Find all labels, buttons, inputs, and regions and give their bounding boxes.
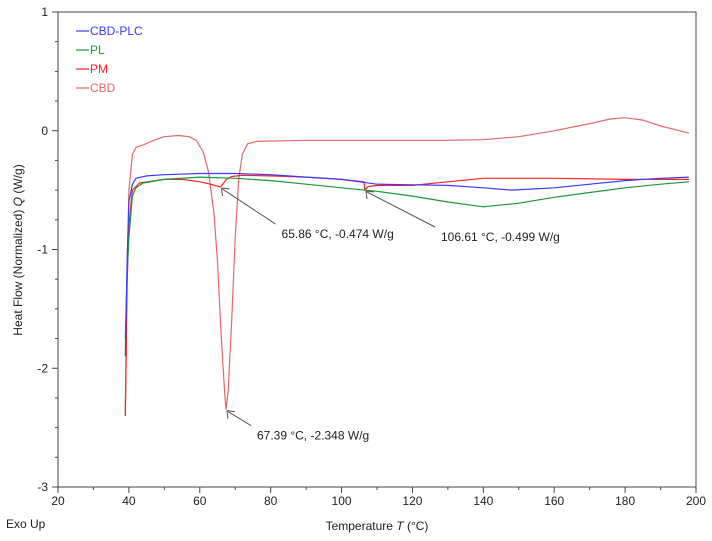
series-line-cbd xyxy=(124,117,690,416)
legend-label: PL xyxy=(90,43,105,57)
annotation-label: 67.39 °C, -2.348 W/g xyxy=(257,429,369,443)
arrow-head-icon xyxy=(226,410,236,419)
x-tick-label: 80 xyxy=(264,494,278,508)
x-tick-label: 200 xyxy=(686,494,706,508)
arrow-head-icon xyxy=(365,190,375,200)
x-tick-label: 20 xyxy=(51,494,65,508)
legend-label: CBD xyxy=(90,81,116,95)
y-tick-label: 1 xyxy=(41,5,48,19)
series-line-cbd-plc xyxy=(124,172,689,357)
y-tick-label: -2 xyxy=(37,361,48,375)
legend-label: PM xyxy=(90,62,108,76)
y-tick-label: -3 xyxy=(37,480,48,494)
x-tick-label: 40 xyxy=(122,494,136,508)
legend-label: CBD-PLC xyxy=(90,24,143,38)
series-line-pl xyxy=(124,176,689,339)
annotation-label: 65.86 °C, -0.474 W/g xyxy=(282,227,394,241)
y-tick-label: -1 xyxy=(37,243,48,257)
annotation-arrow xyxy=(227,411,252,427)
x-tick-label: 160 xyxy=(544,494,564,508)
x-axis-label: Temperature T (°C) xyxy=(326,519,429,533)
corner-label: Exo Up xyxy=(6,517,46,531)
x-tick-label: 140 xyxy=(473,494,493,508)
annotation-label: 106.61 °C, -0.499 W/g xyxy=(441,230,560,244)
x-tick-label: 60 xyxy=(193,494,207,508)
x-tick-label: 100 xyxy=(332,494,352,508)
x-tick-label: 120 xyxy=(402,494,422,508)
y-axis-label: Heat Flow (Normalized) Q (W/g) xyxy=(11,164,25,335)
y-tick-label: 0 xyxy=(41,124,48,138)
arrow-head-icon xyxy=(221,187,230,197)
annotation-arrow xyxy=(366,191,436,228)
x-tick-label: 180 xyxy=(615,494,635,508)
plot-area xyxy=(57,11,697,488)
annotation-arrow xyxy=(222,188,276,225)
